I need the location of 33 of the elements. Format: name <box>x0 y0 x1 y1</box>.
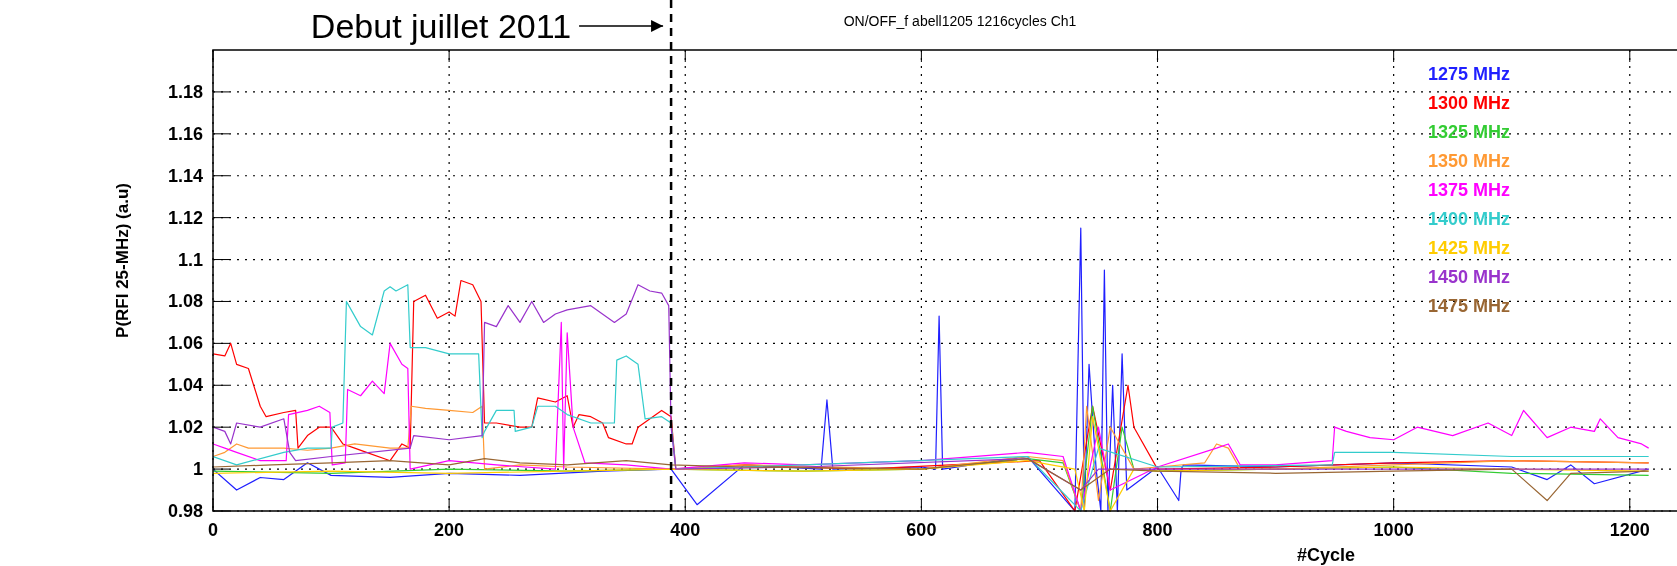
y-tick-label: 0.98 <box>167 501 203 521</box>
y-tick-label: 1.16 <box>167 123 203 144</box>
text: 1400 MHz <box>1427 209 1510 229</box>
x-tick-label: 200 <box>434 520 465 540</box>
line-series <box>213 458 1650 502</box>
y-tick-label: 1.08 <box>167 291 203 312</box>
y-axis-title: P(RFI 25-MHz) (a.u) <box>113 183 132 338</box>
y-tick-label: 1.14 <box>167 165 203 186</box>
chart-title: ON/OFF_f abell1205 1216cycles Ch1 <box>843 13 1077 29</box>
text: 1300 MHz <box>1427 93 1510 113</box>
y-tick-label: 1.12 <box>167 207 203 228</box>
x-tick-label: 1200 <box>1609 520 1650 540</box>
x-tick-label: 0 <box>207 520 219 540</box>
x-tick-label: 600 <box>906 520 937 540</box>
y-tick-label: 1 <box>192 459 203 480</box>
line-series <box>213 321 1650 512</box>
text: 1325 MHz <box>1427 122 1510 142</box>
ref-line-label: Debut juillet 2011 <box>310 7 572 45</box>
y-tick-label: 1.1 <box>177 249 203 270</box>
text: 1425 MHz <box>1427 238 1510 258</box>
text: 1475 MHz <box>1427 296 1510 316</box>
x-tick-label: 800 <box>1142 520 1173 540</box>
text: 1275 MHz <box>1427 64 1510 84</box>
x-tick-label: 400 <box>670 520 701 540</box>
x-axis-title: #Cycle <box>1296 545 1356 565</box>
text: 1450 MHz <box>1427 267 1510 287</box>
y-tick-label: 1.18 <box>167 81 203 102</box>
y-tick-label: 1.02 <box>167 417 203 438</box>
y-tick-label: 1.04 <box>167 375 203 396</box>
text: 1350 MHz <box>1427 151 1510 171</box>
y-tick-label: 1.06 <box>167 333 203 354</box>
x-tick-label: 1000 <box>1373 520 1414 540</box>
text: 1375 MHz <box>1427 180 1510 200</box>
